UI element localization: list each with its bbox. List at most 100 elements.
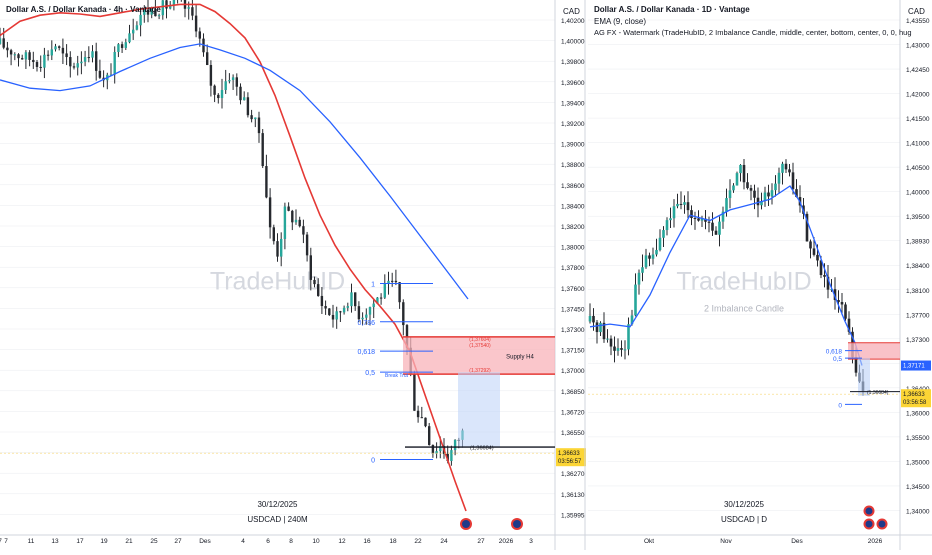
- candle-body: [187, 7, 190, 9]
- symbol-label: USDCAD | D: [721, 515, 767, 524]
- x-tick-label: 27: [477, 538, 485, 545]
- candle-body: [592, 315, 595, 323]
- y-tick-label: 1,37800: [561, 265, 585, 272]
- ema-price-tag: [901, 360, 931, 371]
- candle-body: [172, 0, 176, 6]
- fib-label: 0: [371, 458, 375, 465]
- candle-body: [637, 272, 641, 285]
- candle-body: [844, 304, 847, 319]
- y-tick-label: 1,37300: [561, 327, 585, 334]
- candle-body: [302, 226, 305, 235]
- y-tick-label: 1,38400: [906, 263, 930, 270]
- level-line-right-label: (1,36684): [867, 390, 889, 396]
- candle-body: [117, 44, 120, 52]
- y-tick-label: 1,38100: [906, 288, 930, 295]
- y-tick-label: 1,37000: [561, 368, 585, 375]
- candle-body: [732, 185, 735, 191]
- candle-body: [191, 7, 194, 16]
- y-tick-label: 1,35995: [561, 512, 585, 519]
- candle-body: [98, 70, 102, 78]
- y-tick-label: 1,38930: [906, 239, 930, 246]
- candle-body: [686, 202, 690, 211]
- candle-body: [209, 65, 213, 86]
- candle-body: [157, 15, 161, 17]
- left-chart-panel[interactable]: TradeHubID CAD 1,40200 1,40000 1,39800 1,3960…: [0, 0, 585, 550]
- candle-body: [350, 292, 353, 307]
- y-tick-label: 1,36850: [561, 389, 585, 396]
- candle-body: [194, 15, 198, 32]
- candle-body: [788, 169, 791, 173]
- y-tick-label: 1,39500: [906, 214, 930, 221]
- candle-body: [630, 315, 634, 325]
- candle-body: [753, 190, 756, 198]
- y-tick-label: 1,43550: [906, 18, 930, 25]
- chart-title: Dollar A.S. / Dollar Kanada · 1D · Vanta…: [594, 5, 750, 14]
- candle-body: [746, 182, 749, 189]
- candle-body: [658, 237, 662, 250]
- price-tag-right-price: 1,36633: [903, 392, 925, 398]
- candle-body: [739, 164, 742, 174]
- candle-body: [283, 206, 287, 239]
- candle-body: [826, 276, 830, 290]
- candle-body: [76, 63, 79, 68]
- x-tick-label: 16: [363, 538, 371, 545]
- projection-box: [458, 372, 500, 448]
- candle-body: [756, 197, 760, 206]
- y-tick-label: 1,40000: [906, 190, 930, 197]
- candle-body: [634, 284, 637, 316]
- fib-label: 0,618: [357, 349, 375, 356]
- candle-body: [620, 348, 623, 350]
- y-tick-label: 1,37600: [561, 286, 585, 293]
- candle-body: [383, 283, 386, 298]
- candle-body: [809, 241, 812, 249]
- x-tick-label: 7: [4, 538, 8, 545]
- candle-body: [749, 188, 753, 191]
- candle-body: [342, 307, 346, 313]
- date-label: 30/12/2025: [257, 500, 298, 509]
- x-tick-label: 25: [150, 538, 158, 545]
- y-tick-label: 1,38000: [561, 245, 585, 252]
- candle-body: [672, 206, 676, 219]
- price-tag-right: [901, 389, 931, 408]
- candle-body: [376, 297, 379, 304]
- x-tick-label: 4: [241, 538, 245, 545]
- candle-body: [781, 163, 784, 173]
- candle-body: [72, 66, 76, 68]
- candle-body: [372, 303, 375, 308]
- candle-body: [324, 306, 327, 309]
- right-chart-panel[interactable]: TradeHubID 2 Imbalance Candle CAD 1,43550 1,…: [588, 0, 930, 550]
- y-tick-label: 1,36130: [561, 492, 585, 499]
- candle-body: [718, 221, 721, 235]
- candle-body: [39, 66, 42, 68]
- candle-body: [784, 163, 788, 170]
- candle-body: [763, 192, 767, 202]
- candle-body: [335, 311, 338, 320]
- candle-body: [805, 213, 809, 242]
- candle-body: [398, 282, 401, 303]
- currency-label: CAD: [563, 7, 580, 16]
- candle-body: [91, 51, 94, 58]
- y-tick-label: 1,36000: [906, 410, 930, 417]
- x-tick-label: 6: [266, 538, 270, 545]
- candle-body: [169, 5, 172, 9]
- candle-body: [83, 57, 87, 62]
- candle-body: [6, 47, 9, 51]
- candle-body: [132, 29, 135, 34]
- candle-body: [795, 189, 798, 198]
- y-tick-label: 1,38800: [561, 162, 585, 169]
- candle-body: [387, 280, 390, 284]
- candle-body: [714, 230, 718, 235]
- candle-body: [450, 450, 453, 461]
- x-tick-label: Des: [199, 538, 211, 545]
- indicator-legend: AG FX - Watermark (TradeHubID, 2 Imbalan…: [594, 28, 912, 37]
- candle-body: [2, 38, 5, 48]
- y-tick-label: 1,35000: [906, 459, 930, 466]
- candle-body: [243, 97, 246, 101]
- candle-body: [665, 220, 669, 231]
- candle-body: [690, 210, 693, 219]
- x-tick-label: 7: [0, 538, 2, 545]
- candle-body: [143, 9, 146, 15]
- candle-body: [58, 46, 61, 48]
- y-tick-label: 1,34500: [906, 484, 930, 491]
- y-tick-label: 1,38200: [561, 224, 585, 231]
